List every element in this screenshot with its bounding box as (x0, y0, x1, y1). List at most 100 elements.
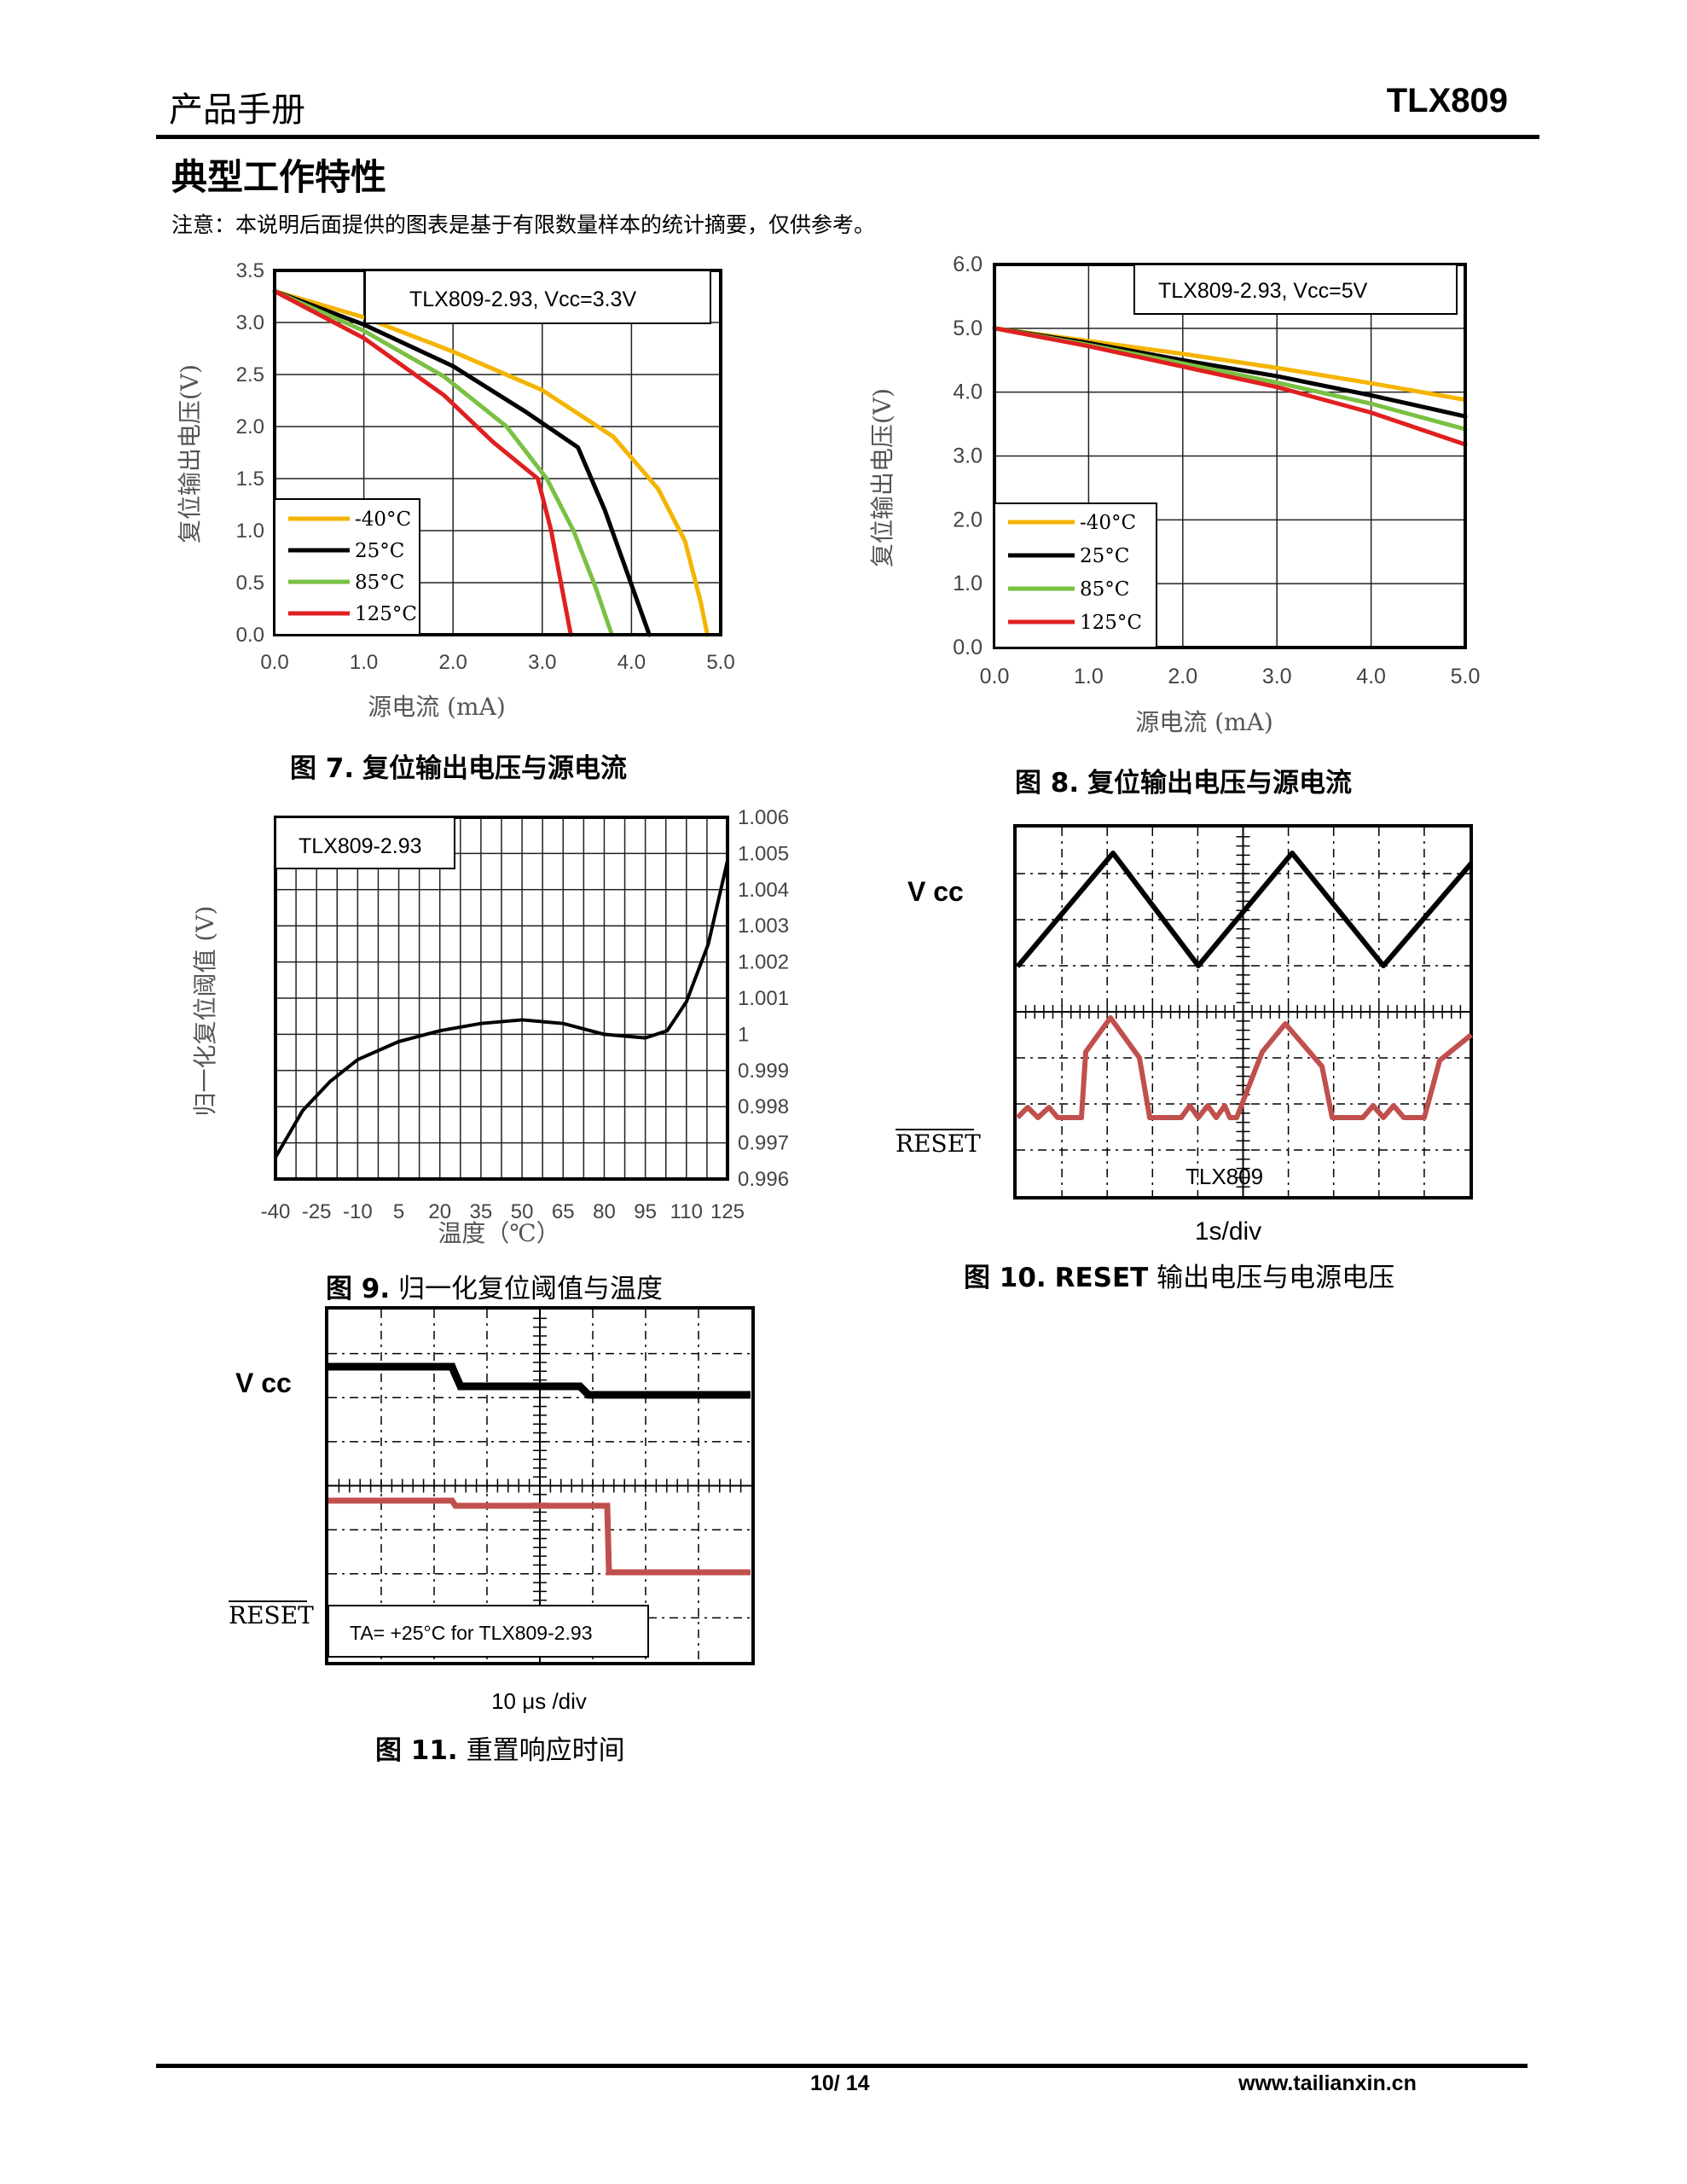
fig9-number: 图 9. (326, 1274, 391, 1304)
fig7-chart: TLX809-2.93, Vcc=3.3V -40°C 25°C 85°C 125°C… (176, 259, 735, 721)
fig8-y-ticks: 0.0 1.0 2.0 3.0 4.0 5.0 6.0 (953, 253, 983, 659)
fig8-y-axis-label: 复位输出电压(V) (870, 388, 896, 567)
fig7-y-tick-label: 1.0 (236, 520, 264, 543)
fig7-title-box (364, 270, 711, 324)
fig10-vcc-trace (1015, 851, 1474, 968)
fig9-y-tick-label: 1.002 (738, 951, 789, 974)
section-title: 典型工作特性 (171, 156, 387, 198)
fig9-caption: 图 9. 归一化复位阈值与温度 (326, 1267, 663, 1305)
fig8-x-tick-label: 5.0 (1451, 665, 1481, 688)
fig8-legend-label: -40°C (1080, 512, 1136, 534)
fig7-legend-label: -40°C (355, 508, 411, 531)
fig7-series-2 (272, 288, 614, 637)
fig8-caption: 图 8. 复位输出电压与源电流 (1015, 761, 1352, 799)
fig10-reset-label: RESET (896, 1130, 981, 1158)
fig9-chart: TLX809-2.93 0.996 0.997 0.998 0.999 1 1.001 1.… (191, 806, 789, 1246)
fig9-y-tick-label: 1.003 (738, 915, 789, 938)
fig11-reset-trace (328, 1497, 751, 1576)
fig8-title-label: TLX809-2.93, Vcc=5V (1158, 279, 1368, 303)
fig11-number: 图 11. (375, 1735, 458, 1766)
fig9-x-tick-label: 35 (470, 1200, 493, 1223)
fig9-y-tick-label: 1.001 (738, 987, 789, 1010)
fig9-y-tick-label: 1.006 (738, 806, 789, 829)
fig8-y-tick-label: 2.0 (953, 508, 983, 531)
fig9-x-tick-label: 65 (552, 1200, 575, 1223)
fig10-number: 图 10. (964, 1263, 1046, 1293)
fig7-title: 复位输出电压与源电流 (362, 753, 627, 784)
fig9-grid (275, 817, 728, 1179)
fig9-x-tick-label: -40 (261, 1200, 291, 1223)
fig7-y-tick-label: 3.5 (236, 259, 264, 282)
fig10-title-reset: RESET (1054, 1263, 1149, 1293)
section-note: 注意：本说明后面提供的图表是基于有限数量样本的统计摘要，仅供参考。 (171, 212, 876, 237)
part-number: TLX809 (1386, 82, 1508, 119)
fig9-x-tick-label: 110 (670, 1200, 703, 1223)
fig7-y-tick-label: 2.5 (236, 363, 264, 386)
fig10-scope: V cc RESET TLX809 1s/div (896, 824, 1474, 1246)
fig10-reset-trace (1015, 1015, 1473, 1120)
fig8-series-3 (992, 326, 1468, 447)
fig11-note: TA= +25°C for TLX809-2.93 (350, 1622, 593, 1644)
fig7-title-label: TLX809-2.93, Vcc=3.3V (409, 288, 636, 311)
fig9-title-label: TLX809-2.93 (299, 834, 422, 858)
fig10-title: 输出电压与电源电压 (1157, 1263, 1395, 1293)
fig8-x-tick-label: 2.0 (1168, 665, 1197, 688)
fig7-series-0 (272, 288, 710, 637)
fig7-legend: -40°C 25°C 85°C 125°C (288, 508, 417, 625)
fig8-x-tick-label: 3.0 (1262, 665, 1292, 688)
fig8-title: 复位输出电压与源电流 (1087, 768, 1352, 799)
fig7-y-tick-label: 1.5 (236, 468, 264, 491)
fig10-timebase: 1s/div (1195, 1217, 1261, 1246)
doc-title: 产品手册 (169, 90, 305, 130)
fig7-series-3 (272, 288, 573, 637)
fig8-legend-label: 25°C (1080, 545, 1129, 567)
page-number: 10/ 14 (810, 2071, 870, 2095)
fig11-note-box (328, 1605, 649, 1658)
fig9-x-axis-label: 温度（℃） (438, 1219, 559, 1246)
fig8-y-tick-label: 0.0 (953, 636, 983, 659)
fig11-scope: TA= +25°C for TLX809-2.93 V cc RESET 10 … (229, 1306, 755, 1714)
fig11-vcc-trace (328, 1362, 751, 1399)
fig7-lines (272, 288, 710, 637)
fig11-title: 重置响应时间 (466, 1735, 625, 1766)
fig7-series-1 (272, 288, 652, 637)
header-rule (156, 135, 1539, 139)
fig8-y-tick-label: 4.0 (953, 380, 983, 404)
fig11-reset-label: RESET (229, 1601, 314, 1629)
fig8-x-tick-label: 0.0 (980, 665, 1010, 688)
fig9-lines (274, 858, 729, 1159)
fig7-y-tick-label: 2.0 (236, 415, 264, 439)
fig7-x-tick-label: 2.0 (439, 651, 467, 674)
fig7-caption: 图 7. 复位输出电压与源电流 (290, 746, 627, 785)
fig10-caption: 图 10. RESET 输出电压与电源电压 (964, 1256, 1394, 1294)
fig8-x-ticks: 0.0 1.0 2.0 3.0 4.0 5.0 (980, 665, 1481, 688)
fig9-x-tick-label: 5 (393, 1200, 404, 1223)
fig9-series-0 (274, 858, 729, 1159)
fig9-x-ticks: -40 -25 -10 5 20 35 50 65 80 95 110 125 (261, 1200, 745, 1223)
website-link[interactable]: www.tailianxin.cn (1238, 2071, 1417, 2095)
fig8-legend: -40°C 25°C 85°C 125°C (1008, 512, 1142, 634)
fig8-title-box (1133, 264, 1458, 315)
fig7-legend-label: 125°C (355, 603, 417, 625)
fig8-y-tick-label: 1.0 (953, 572, 983, 595)
fig8-x-axis-label: 源电流 (mA) (1135, 708, 1273, 736)
fig7-legend-label: 85°C (355, 572, 404, 594)
fig7-x-tick-label: 5.0 (706, 651, 734, 674)
fig9-y-tick-label: 0.997 (738, 1132, 789, 1155)
fig11-caption: 图 11. 重置响应时间 (375, 1728, 625, 1767)
fig7-x-tick-label: 0.0 (260, 651, 288, 674)
fig9-x-tick-label: 80 (593, 1200, 616, 1223)
fig7-legend-label: 25°C (355, 540, 404, 562)
fig7-x-tick-label: 4.0 (617, 651, 646, 674)
fig7-y-tick-label: 3.0 (236, 311, 264, 334)
fig7-number: 图 7. (290, 753, 355, 784)
fig7-x-tick-label: 1.0 (350, 651, 378, 674)
fig8-chart: TLX809-2.93, Vcc=5V -40°C 25°C 85°C 125°C 0… (870, 253, 1481, 736)
fig7-x-tick-label: 3.0 (528, 651, 556, 674)
fig8-y-tick-label: 5.0 (953, 317, 983, 340)
fig9-x-tick-label: 20 (428, 1200, 451, 1223)
fig8-x-tick-label: 1.0 (1074, 665, 1104, 688)
fig9-y-tick-label: 0.996 (738, 1168, 789, 1191)
fig9-x-tick-label: 50 (511, 1200, 534, 1223)
fig9-y-tick-label: 1.004 (738, 879, 789, 902)
